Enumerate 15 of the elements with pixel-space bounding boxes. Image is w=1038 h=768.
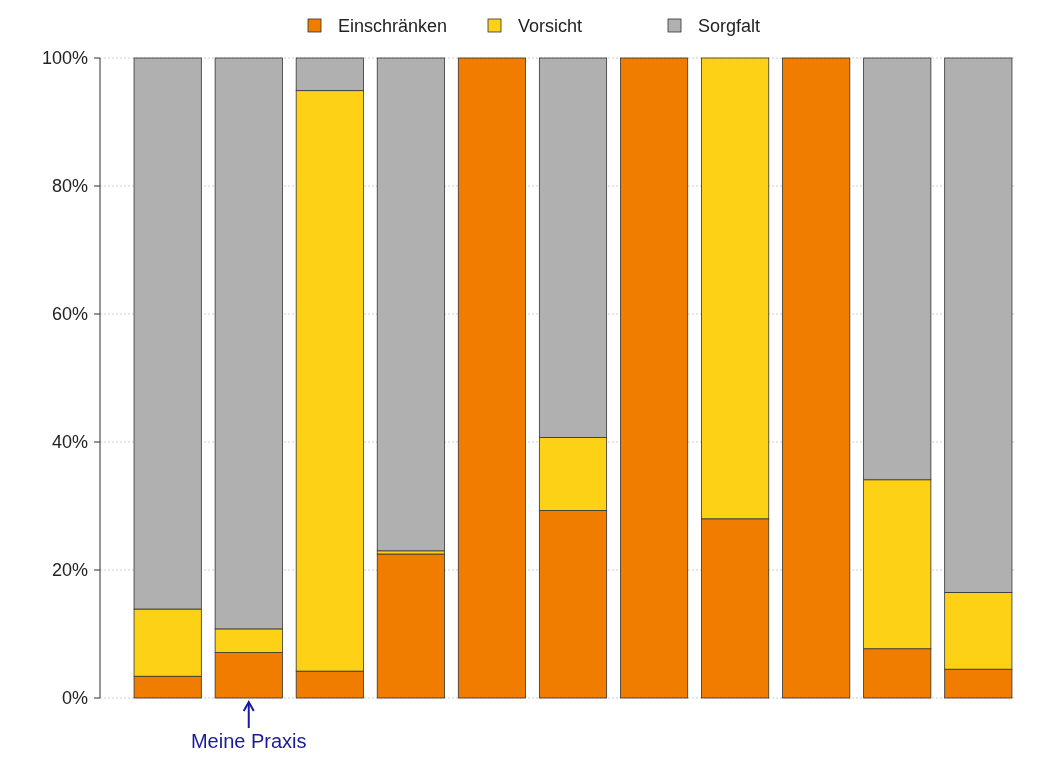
y-tick-label: 80% (51, 176, 88, 197)
bar (457, 57, 526, 699)
bar (376, 553, 445, 699)
y-tick-label: 20% (51, 560, 88, 581)
y-tick-label: 60% (51, 304, 88, 325)
text: Meine Praxis (190, 730, 307, 752)
y-tick-label: 100% (41, 48, 88, 69)
bar (620, 57, 689, 699)
y-tick-label: 0% (61, 688, 88, 709)
bar (782, 57, 851, 699)
legend-label: Vorsicht (518, 16, 583, 37)
legend-label: Einschränken (338, 16, 448, 37)
y-tick-label: 40% (51, 432, 88, 453)
legend-label: Sorgfalt (698, 16, 761, 37)
bar (376, 57, 445, 552)
